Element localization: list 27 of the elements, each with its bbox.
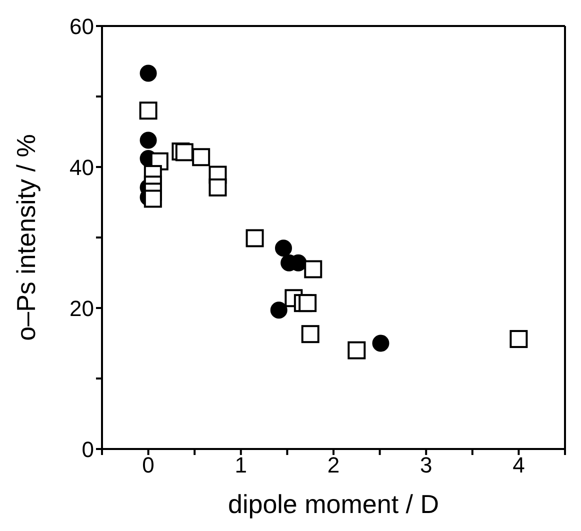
point: [270, 302, 288, 319]
point: [139, 102, 158, 120]
x-tick-label: 3: [420, 452, 432, 478]
x-tick-label: 4: [512, 452, 525, 478]
x-tick-label: 2: [327, 452, 340, 478]
point: [301, 325, 320, 344]
y-tick-label: 60: [70, 14, 94, 39]
point: [192, 148, 210, 166]
point: [274, 240, 292, 257]
point: [175, 143, 194, 162]
point: [348, 341, 366, 360]
point: [298, 294, 317, 312]
x-axis-title: dipole moment / D: [228, 489, 439, 519]
x-tick-label: 1: [234, 452, 248, 478]
point: [246, 229, 264, 248]
y-tick-label: 0: [82, 436, 94, 462]
x-tick-label: 0: [142, 452, 154, 478]
point: [510, 330, 528, 348]
y-axis-title: o–Ps intensity / %: [11, 134, 42, 341]
point: [144, 190, 162, 208]
point: [140, 64, 157, 82]
y-tick-label: 40: [70, 154, 94, 180]
point: [140, 132, 157, 149]
point: [304, 260, 322, 278]
y-tick-label: 20: [70, 296, 94, 321]
point: [208, 178, 227, 196]
point: [372, 334, 390, 352]
